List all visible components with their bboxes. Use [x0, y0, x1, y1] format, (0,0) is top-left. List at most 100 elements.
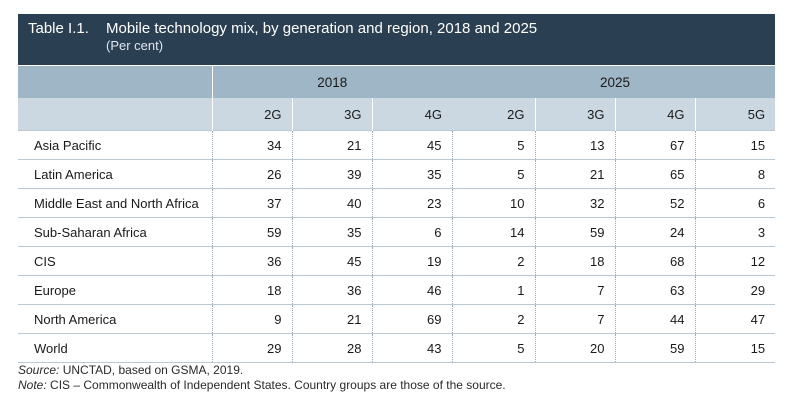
value-cell: 24 — [614, 217, 696, 247]
value-cell: 59 — [211, 217, 292, 247]
value-cell: 68 — [614, 246, 696, 276]
value-cell: 2 — [455, 304, 536, 334]
column-gap — [451, 275, 456, 305]
value-cell: 5 — [455, 159, 536, 189]
gen-header: 3G — [291, 98, 372, 131]
value-cell: 7 — [534, 275, 616, 305]
value-cell: 14 — [455, 217, 536, 247]
column-gap — [451, 304, 456, 334]
gen-header: 2G — [455, 98, 536, 131]
value-cell: 44 — [614, 304, 696, 334]
value-cell: 26 — [211, 159, 292, 189]
region-cell: CIS — [18, 246, 212, 276]
table-row: Middle East and North Africa 37 40 23 10 32 52… — [18, 188, 776, 218]
table-subtitle: (Per cent) — [106, 38, 164, 53]
year-header-2018: 2018 — [211, 66, 453, 98]
column-gap — [451, 246, 456, 276]
value-cell: 6 — [694, 188, 776, 218]
value-cell: 18 — [534, 246, 616, 276]
value-cell: 37 — [211, 188, 292, 218]
value-cell: 21 — [291, 304, 372, 334]
column-gap — [451, 333, 456, 363]
value-cell: 21 — [534, 159, 616, 189]
value-cell: 35 — [371, 159, 453, 189]
value-cell: 36 — [291, 275, 372, 305]
note-line: Note: CIS – Commonwealth of Independent … — [18, 378, 506, 393]
region-cell: Asia Pacific — [18, 130, 212, 160]
region-header-cell — [18, 66, 212, 98]
table-body: Asia Pacific 34 21 45 5 13 67 15 Latin America 26… — [18, 130, 776, 363]
note-text: CIS – Commonwealth of Independent States… — [46, 378, 506, 392]
year-header-2025: 2025 — [455, 66, 776, 98]
value-cell: 28 — [291, 333, 372, 363]
source-label: Source: — [18, 363, 60, 377]
column-gap — [451, 188, 456, 218]
column-gap — [451, 130, 456, 160]
region-cell: Middle East and North Africa — [18, 188, 212, 218]
value-cell: 45 — [291, 246, 372, 276]
value-cell: 15 — [694, 333, 776, 363]
value-cell: 13 — [534, 130, 616, 160]
value-cell: 18 — [211, 275, 292, 305]
table-row: Sub-Saharan Africa 59 35 6 14 59 24 3 — [18, 217, 776, 247]
gen-header: 4G — [371, 98, 453, 131]
value-cell: 67 — [614, 130, 696, 160]
gen-header: 5G — [694, 98, 776, 131]
value-cell: 47 — [694, 304, 776, 334]
header-gap — [452, 66, 456, 98]
value-cell: 59 — [614, 333, 696, 363]
value-cell: 43 — [371, 333, 453, 363]
value-cell: 45 — [371, 130, 453, 160]
value-cell: 39 — [291, 159, 372, 189]
year-header-row: 2018 2025 — [18, 66, 776, 98]
value-cell: 59 — [534, 217, 616, 247]
table-row: Latin America 26 39 35 5 21 65 8 — [18, 159, 776, 189]
value-cell: 69 — [371, 304, 453, 334]
table-title-bar: Table I.1. Mobile technology mix, by gene… — [18, 14, 775, 65]
value-cell: 7 — [534, 304, 616, 334]
table-row: CIS 36 45 19 2 18 68 12 — [18, 246, 776, 276]
region-cell: Latin America — [18, 159, 212, 189]
value-cell: 32 — [534, 188, 616, 218]
value-cell: 34 — [211, 130, 292, 160]
source-text: UNCTAD, based on GSMA, 2019. — [59, 363, 244, 377]
value-cell: 15 — [694, 130, 776, 160]
table-footer: Source: UNCTAD, based on GSMA, 2019. Not… — [18, 363, 506, 393]
value-cell: 21 — [291, 130, 372, 160]
gen-header: 2G — [211, 98, 292, 131]
region-cell: World — [18, 333, 212, 363]
note-label: Note: — [18, 378, 47, 392]
gen-header: 4G — [614, 98, 696, 131]
value-cell: 12 — [694, 246, 776, 276]
value-cell: 10 — [455, 188, 536, 218]
column-gap — [451, 217, 456, 247]
value-cell: 6 — [371, 217, 453, 247]
header-gap — [452, 98, 456, 131]
value-cell: 29 — [211, 333, 292, 363]
value-cell: 36 — [211, 246, 292, 276]
value-cell: 5 — [455, 130, 536, 160]
column-gap — [451, 159, 456, 189]
table-row: Europe 18 36 46 1 7 63 29 — [18, 275, 776, 305]
value-cell: 35 — [291, 217, 372, 247]
table-title: Mobile technology mix, by generation and… — [106, 20, 538, 37]
value-cell: 65 — [614, 159, 696, 189]
table-row: Asia Pacific 34 21 45 5 13 67 15 — [18, 130, 776, 160]
value-cell: 20 — [534, 333, 616, 363]
value-cell: 63 — [614, 275, 696, 305]
value-cell: 29 — [694, 275, 776, 305]
value-cell: 3 — [694, 217, 776, 247]
value-cell: 9 — [211, 304, 292, 334]
table-number: Table I.1. — [28, 20, 89, 37]
value-cell: 52 — [614, 188, 696, 218]
value-cell: 5 — [455, 333, 536, 363]
table-row: North America 9 21 69 2 7 44 47 — [18, 304, 776, 334]
region-cell: North America — [18, 304, 212, 334]
region-cell: Europe — [18, 275, 212, 305]
value-cell: 2 — [455, 246, 536, 276]
region-header-cell — [18, 98, 212, 131]
value-cell: 8 — [694, 159, 776, 189]
value-cell: 19 — [371, 246, 453, 276]
value-cell: 23 — [371, 188, 453, 218]
table-row: World 29 28 43 5 20 59 15 — [18, 333, 776, 363]
